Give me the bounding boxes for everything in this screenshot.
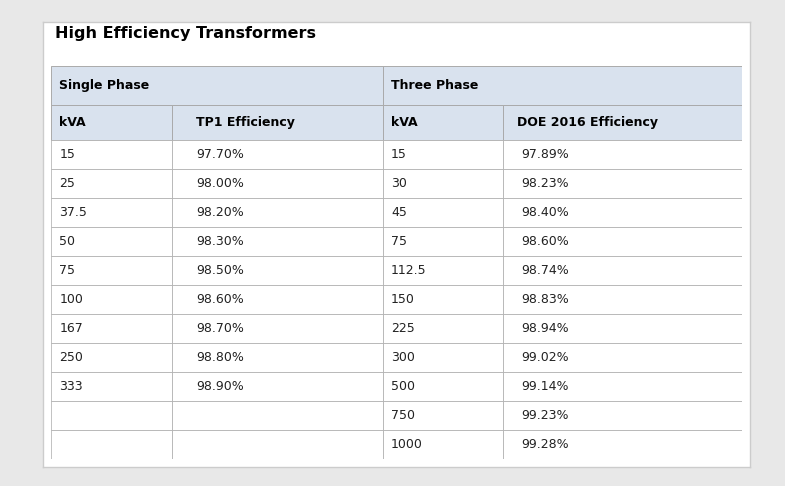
Bar (382, 401, 503, 430)
Bar (382, 372, 503, 401)
Bar (503, 170, 742, 198)
Bar (382, 170, 503, 198)
Bar (51, 140, 172, 170)
Text: 112.5: 112.5 (391, 264, 426, 278)
Bar (51, 66, 382, 105)
Text: 97.89%: 97.89% (520, 148, 568, 161)
Text: 15: 15 (391, 148, 407, 161)
Bar (503, 401, 742, 430)
Text: 167: 167 (60, 322, 83, 335)
Bar (172, 256, 382, 285)
Bar (51, 170, 172, 198)
Text: Single Phase: Single Phase (60, 79, 150, 92)
Text: 98.00%: 98.00% (196, 177, 244, 191)
Bar (503, 140, 742, 170)
Text: 99.23%: 99.23% (520, 409, 568, 422)
Text: kVA: kVA (391, 116, 418, 129)
Bar (51, 227, 172, 256)
Bar (503, 105, 742, 140)
Bar (172, 314, 382, 343)
Bar (172, 343, 382, 372)
Bar (382, 285, 503, 314)
Text: 45: 45 (391, 207, 407, 219)
Text: 50: 50 (60, 235, 75, 248)
Text: 98.74%: 98.74% (520, 264, 568, 278)
Text: kVA: kVA (60, 116, 86, 129)
Bar (172, 170, 382, 198)
Bar (503, 227, 742, 256)
Text: 98.90%: 98.90% (196, 381, 244, 393)
Bar (503, 285, 742, 314)
Bar (382, 343, 503, 372)
Text: 98.70%: 98.70% (196, 322, 244, 335)
Text: 75: 75 (60, 264, 75, 278)
Text: 1000: 1000 (391, 438, 423, 451)
Text: 25: 25 (60, 177, 75, 191)
Text: High Efficiency Transformers: High Efficiency Transformers (55, 26, 316, 41)
Bar (382, 256, 503, 285)
Bar (172, 401, 382, 430)
Bar (172, 140, 382, 170)
Bar (382, 227, 503, 256)
Bar (382, 314, 503, 343)
Text: 100: 100 (60, 294, 83, 306)
Text: 150: 150 (391, 294, 414, 306)
Bar (382, 66, 742, 105)
Bar (503, 256, 742, 285)
Text: 98.60%: 98.60% (520, 235, 568, 248)
Text: 98.94%: 98.94% (520, 322, 568, 335)
Text: 98.60%: 98.60% (196, 294, 244, 306)
Bar (51, 105, 172, 140)
Bar (51, 343, 172, 372)
Bar (382, 140, 503, 170)
Bar (51, 430, 172, 459)
Text: 99.14%: 99.14% (520, 381, 568, 393)
Bar (51, 198, 172, 227)
Bar (503, 430, 742, 459)
Bar (172, 227, 382, 256)
Text: 99.02%: 99.02% (520, 351, 568, 364)
Text: 225: 225 (391, 322, 414, 335)
Text: TP1 Efficiency: TP1 Efficiency (196, 116, 295, 129)
Text: 97.70%: 97.70% (196, 148, 244, 161)
Text: 500: 500 (391, 381, 415, 393)
Bar (172, 285, 382, 314)
Bar (172, 198, 382, 227)
Text: 300: 300 (391, 351, 414, 364)
Bar (503, 314, 742, 343)
Bar (51, 314, 172, 343)
Text: 750: 750 (391, 409, 415, 422)
Text: 30: 30 (391, 177, 407, 191)
Text: 98.20%: 98.20% (196, 207, 244, 219)
Bar (503, 343, 742, 372)
Text: 98.80%: 98.80% (196, 351, 244, 364)
Text: 250: 250 (60, 351, 83, 364)
Text: 333: 333 (60, 381, 83, 393)
Bar (51, 256, 172, 285)
Bar (51, 401, 172, 430)
Bar (172, 372, 382, 401)
Bar (503, 372, 742, 401)
Bar (382, 198, 503, 227)
Text: Three Phase: Three Phase (391, 79, 478, 92)
Bar (382, 430, 503, 459)
Bar (503, 198, 742, 227)
Text: DOE 2016 Efficiency: DOE 2016 Efficiency (517, 116, 659, 129)
Bar (51, 285, 172, 314)
Text: 98.30%: 98.30% (196, 235, 244, 248)
Bar (172, 105, 382, 140)
Bar (51, 372, 172, 401)
Text: 37.5: 37.5 (60, 207, 87, 219)
Bar (172, 430, 382, 459)
Text: 98.50%: 98.50% (196, 264, 244, 278)
Text: 98.23%: 98.23% (520, 177, 568, 191)
Text: 98.40%: 98.40% (520, 207, 568, 219)
Text: 98.83%: 98.83% (520, 294, 568, 306)
Text: 75: 75 (391, 235, 407, 248)
Bar (382, 105, 503, 140)
Text: 15: 15 (60, 148, 75, 161)
Text: 99.28%: 99.28% (520, 438, 568, 451)
